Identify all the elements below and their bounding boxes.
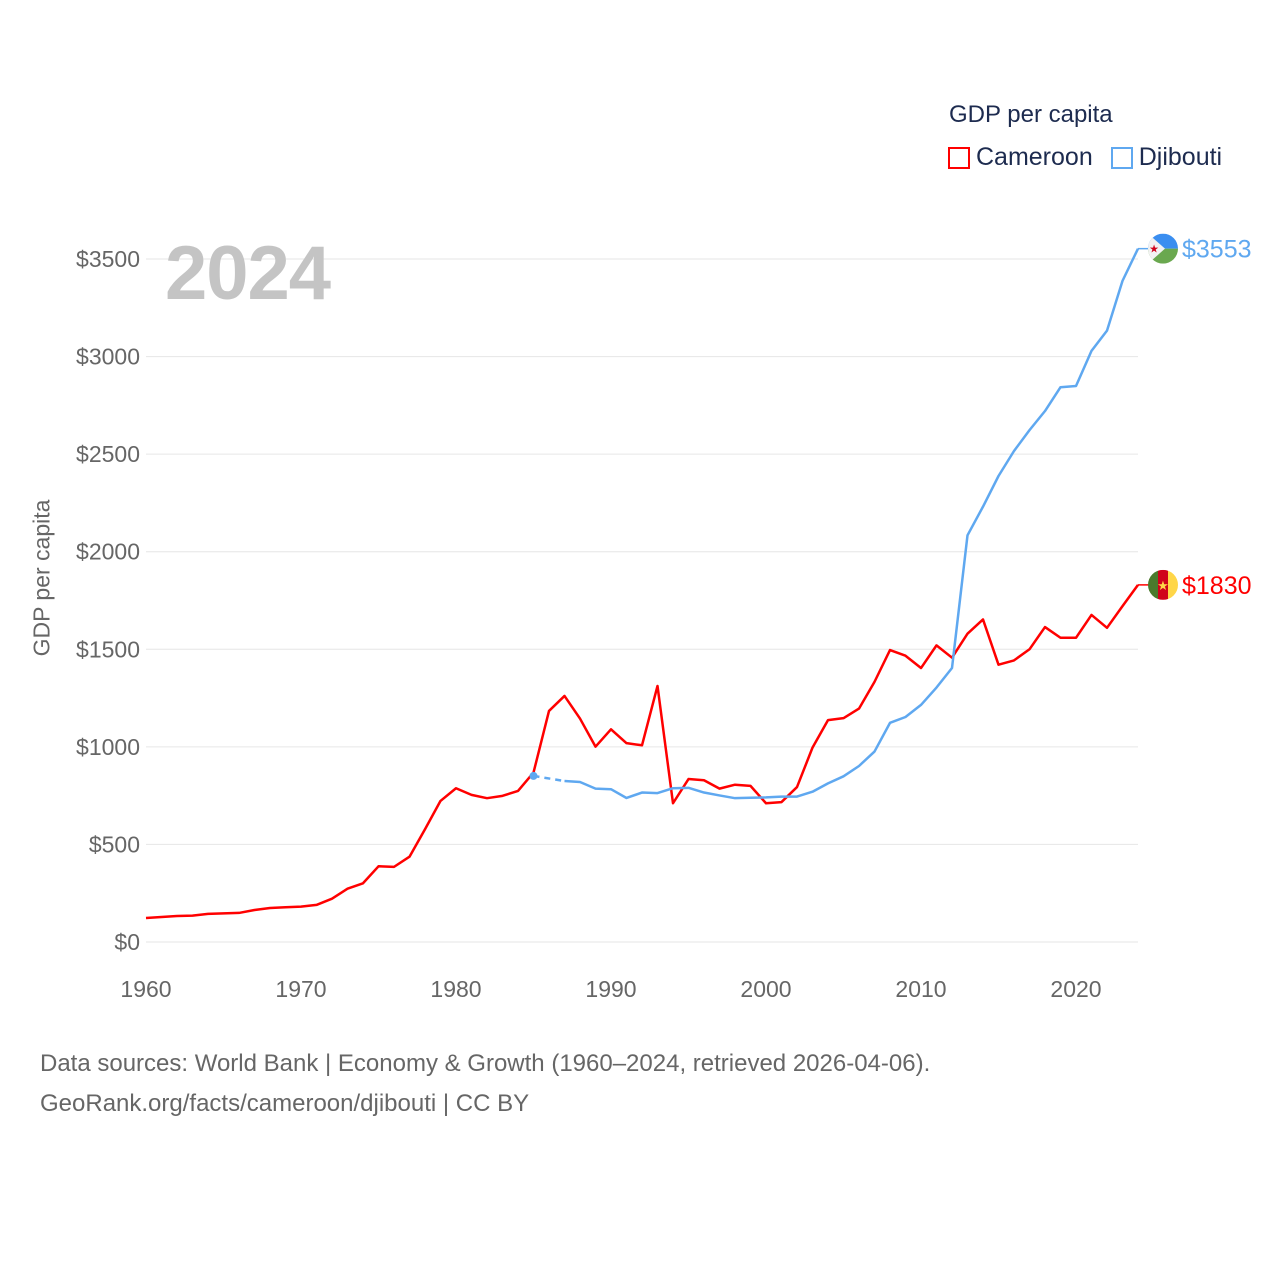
y-tick-label: $500 [89,831,140,857]
x-axis-ticks: 1960 1970 1980 1990 2000 2010 2020 [120,976,1101,1002]
end-value-label-djibouti: $3553 [1182,236,1252,264]
series-lines [145,248,1140,920]
djibouti-flag-icon: ★ [1148,233,1178,264]
svg-text:★: ★ [1157,578,1169,593]
series-line-cameroon [145,584,1140,920]
y-tick-label: $0 [114,929,140,955]
series-start-point [529,771,538,780]
y-tick-label: $2500 [76,441,140,467]
y-tick-label: $1000 [76,734,140,760]
gridlines [146,258,1138,943]
gap-connector [533,774,565,783]
series-end-labels: ★ $1830 ★ $3553 [1138,233,1252,600]
x-tick-label: 1980 [430,976,481,1002]
y-axis-ticks: $0 $500 $1000 $1500 $2000 $2500 $3000 $3500 [76,246,140,955]
footer: Data sources: World Bank | Economy & Gro… [40,1044,930,1124]
legend-item-djibouti[interactable]: Djibouti [1110,143,1223,172]
x-tick-label: 1970 [275,976,326,1002]
legend: Cameroon Djibouti [948,143,1222,172]
series-line-djibouti [564,248,1140,800]
x-tick-label: 2010 [895,976,946,1002]
end-value-label-cameroon: $1830 [1182,572,1252,600]
x-tick-label: 1990 [585,976,636,1002]
source-link[interactable]: GeoRank.org/facts/cameroon/djibouti | CC… [40,1090,530,1117]
legend-swatch-cameroon [948,146,970,169]
x-tick-label: 2020 [1050,976,1101,1002]
year-watermark: 2024 [165,231,331,316]
legend-item-cameroon[interactable]: Cameroon [948,143,1093,172]
y-axis-title: GDP per capita [28,499,55,657]
legend-label: Cameroon [976,143,1093,171]
y-tick-label: $2000 [76,539,140,565]
y-tick-label: $3000 [76,344,140,370]
legend-title: GDP per capita [949,101,1113,128]
cameroon-flag-icon: ★ [1148,569,1178,600]
data-source-note: Data sources: World Bank | Economy & Gro… [40,1050,931,1077]
x-tick-label: 2000 [740,976,791,1002]
x-tick-label: 1960 [120,976,171,1002]
legend-swatch-djibouti [1110,146,1133,169]
svg-text:★: ★ [1149,244,1159,256]
legend-label: Djibouti [1138,143,1223,171]
y-tick-label: $1500 [76,636,140,662]
y-tick-label: $3500 [76,246,140,272]
